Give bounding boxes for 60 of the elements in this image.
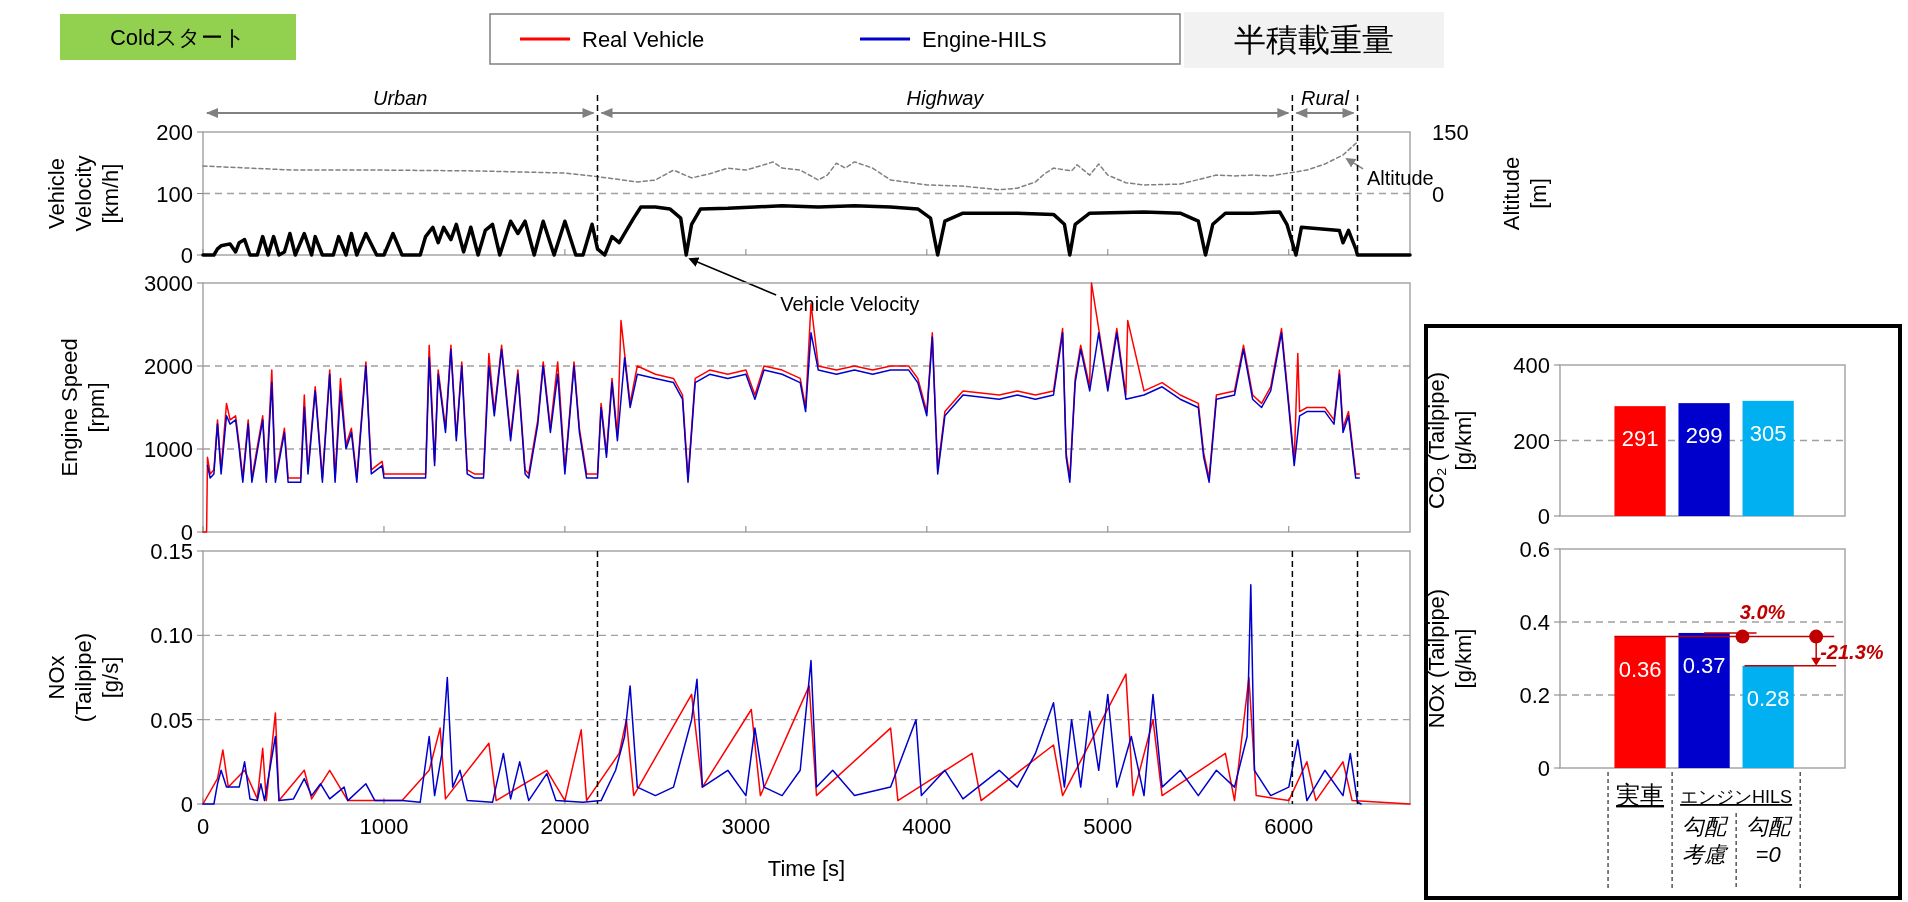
y-tick-label: 0.2	[1519, 683, 1550, 708]
x-tick-label: 0	[196, 814, 210, 839]
legend-label: Real Vehicle	[582, 27, 705, 52]
y-tick-label: 0	[180, 243, 193, 268]
data-label: 0.36	[1618, 656, 1662, 682]
bar	[1678, 632, 1730, 768]
y2-tick-label: 150	[1432, 120, 1469, 145]
y-tick-label: 200	[156, 120, 193, 145]
x-tick-label: 勾配=0	[1746, 814, 1794, 867]
data-label: 299	[1685, 423, 1723, 449]
y-tick-label: 0.10	[150, 623, 193, 649]
y-axis-title: Engine Speed [rpm]	[57, 338, 110, 477]
y-tick-label: 0.6	[1519, 537, 1550, 562]
y-tick-label: 0.05	[150, 707, 193, 733]
data-label: 0.28	[1746, 685, 1790, 711]
legend-label: Engine-HILS	[922, 27, 1047, 52]
y-tick-label: 200	[1513, 428, 1550, 454]
y-tick-label: 0	[1537, 756, 1550, 781]
y-tick-label: 0	[1537, 504, 1550, 529]
y-axis-title: Vehicle Velocity [km/h]	[43, 155, 123, 232]
y-tick-label: 2000	[144, 354, 193, 379]
y-tick-label: 0	[180, 792, 193, 817]
bar	[1614, 636, 1666, 768]
y2-tick-label: 0	[1432, 181, 1445, 207]
y-axis-title: CO₂ (Tailpipe) [g/km]	[1424, 372, 1477, 509]
y-tick-label: 1000	[144, 437, 193, 462]
line-series	[202, 673, 1411, 805]
data-label: 0.37	[1682, 652, 1726, 678]
text: Rural	[1301, 87, 1350, 109]
x-tick-label: 2000	[540, 814, 590, 839]
x-axis-title: Time [s]	[767, 856, 846, 881]
y2-axis-title: Altitude [m]	[1499, 156, 1552, 231]
y-tick-label: 100	[156, 181, 193, 207]
line-series	[206, 332, 1361, 483]
legend-label: Altitude	[1367, 166, 1434, 189]
bar	[1742, 665, 1794, 768]
text: エンジンHILS	[1680, 787, 1793, 807]
line-series	[202, 141, 1359, 191]
text: Urban	[373, 87, 428, 109]
chart-subtitle: 半積載重量	[1234, 22, 1394, 58]
x-tick-label: 実車	[1616, 781, 1665, 808]
y-axis-title: NOx (Tailpipe) [g/s]	[43, 632, 123, 723]
x-tick-label: 4000	[902, 814, 952, 839]
x-tick-label: 勾配考慮	[1682, 814, 1730, 867]
x-tick-label: 5000	[1083, 814, 1133, 839]
y-tick-label: 3000	[144, 271, 193, 296]
y-tick-label: 400	[1513, 353, 1550, 378]
data-label: 291	[1621, 426, 1659, 452]
text: Vehicle Velocity	[780, 293, 920, 315]
chart-title: Coldスタート	[109, 25, 247, 50]
x-tick-label: 1000	[359, 814, 409, 839]
annotation: 3.0%	[1739, 600, 1786, 623]
text: Highway	[906, 87, 985, 109]
y-axis-title: NOx (Tailpipe) [g/km]	[1424, 588, 1477, 729]
x-tick-label: 3000	[721, 814, 771, 839]
line-series	[202, 583, 1362, 805]
data-label: 305	[1749, 420, 1787, 446]
y-tick-label: 0.4	[1519, 610, 1550, 635]
annotation: -21.3%	[1820, 641, 1884, 664]
x-tick-label: 6000	[1264, 814, 1314, 839]
